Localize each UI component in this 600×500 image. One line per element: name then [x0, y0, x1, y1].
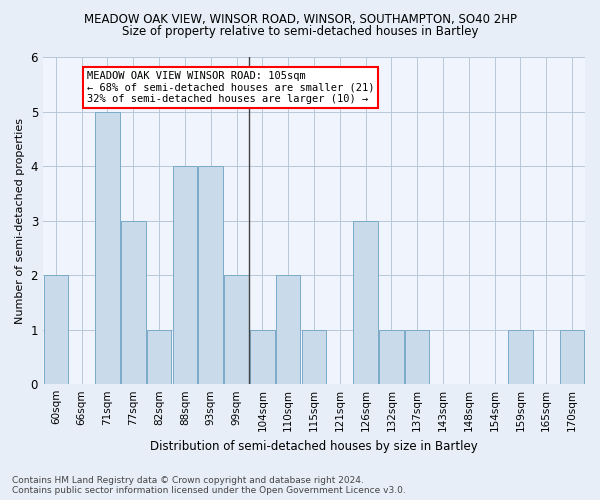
Bar — [353, 221, 378, 384]
Bar — [147, 330, 172, 384]
Text: Size of property relative to semi-detached houses in Bartley: Size of property relative to semi-detach… — [122, 25, 478, 38]
Text: MEADOW OAK VIEW, WINSOR ROAD, WINSOR, SOUTHAMPTON, SO40 2HP: MEADOW OAK VIEW, WINSOR ROAD, WINSOR, SO… — [83, 12, 517, 26]
Bar — [95, 112, 120, 384]
Bar — [508, 330, 533, 384]
Bar — [560, 330, 584, 384]
Y-axis label: Number of semi-detached properties: Number of semi-detached properties — [15, 118, 25, 324]
Bar — [302, 330, 326, 384]
Bar — [173, 166, 197, 384]
Bar — [224, 276, 249, 384]
Bar — [44, 276, 68, 384]
Text: MEADOW OAK VIEW WINSOR ROAD: 105sqm
← 68% of semi-detached houses are smaller (2: MEADOW OAK VIEW WINSOR ROAD: 105sqm ← 68… — [87, 71, 374, 104]
X-axis label: Distribution of semi-detached houses by size in Bartley: Distribution of semi-detached houses by … — [150, 440, 478, 452]
Text: Contains HM Land Registry data © Crown copyright and database right 2024.
Contai: Contains HM Land Registry data © Crown c… — [12, 476, 406, 495]
Bar — [250, 330, 275, 384]
Bar — [121, 221, 146, 384]
Bar — [405, 330, 430, 384]
Bar — [379, 330, 404, 384]
Bar — [199, 166, 223, 384]
Bar — [276, 276, 301, 384]
